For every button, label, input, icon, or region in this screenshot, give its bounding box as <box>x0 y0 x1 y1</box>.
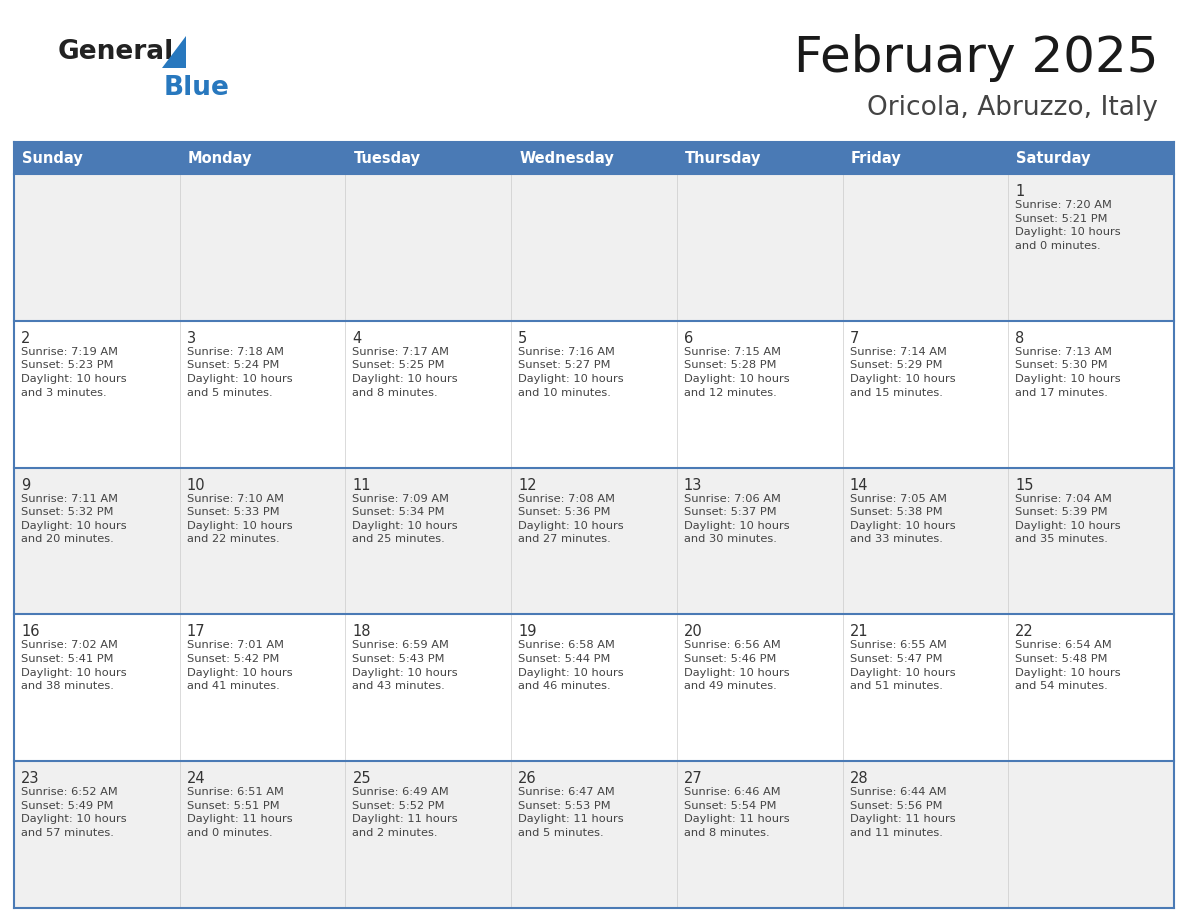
Text: Wednesday: Wednesday <box>519 151 614 165</box>
Bar <box>14 467 1174 614</box>
Text: 26: 26 <box>518 771 537 786</box>
Text: Sunrise: 7:10 AM
Sunset: 5:33 PM
Daylight: 10 hours
and 22 minutes.: Sunrise: 7:10 AM Sunset: 5:33 PM Dayligh… <box>187 494 292 544</box>
Bar <box>14 761 1174 908</box>
Text: Sunrise: 7:14 AM
Sunset: 5:29 PM
Daylight: 10 hours
and 15 minutes.: Sunrise: 7:14 AM Sunset: 5:29 PM Dayligh… <box>849 347 955 397</box>
Text: Sunrise: 7:19 AM
Sunset: 5:23 PM
Daylight: 10 hours
and 3 minutes.: Sunrise: 7:19 AM Sunset: 5:23 PM Dayligh… <box>21 347 127 397</box>
Polygon shape <box>162 36 187 68</box>
Text: 22: 22 <box>1016 624 1034 640</box>
Text: Sunrise: 7:06 AM
Sunset: 5:37 PM
Daylight: 10 hours
and 30 minutes.: Sunrise: 7:06 AM Sunset: 5:37 PM Dayligh… <box>684 494 790 544</box>
Text: Sunrise: 6:59 AM
Sunset: 5:43 PM
Daylight: 10 hours
and 43 minutes.: Sunrise: 6:59 AM Sunset: 5:43 PM Dayligh… <box>353 641 459 691</box>
Text: Sunrise: 6:58 AM
Sunset: 5:44 PM
Daylight: 10 hours
and 46 minutes.: Sunrise: 6:58 AM Sunset: 5:44 PM Dayligh… <box>518 641 624 691</box>
Bar <box>179 142 346 174</box>
Text: General: General <box>58 39 175 65</box>
Text: Sunrise: 7:17 AM
Sunset: 5:25 PM
Daylight: 10 hours
and 8 minutes.: Sunrise: 7:17 AM Sunset: 5:25 PM Dayligh… <box>353 347 459 397</box>
Bar <box>346 142 511 174</box>
Text: 16: 16 <box>21 624 39 640</box>
Text: Sunrise: 7:16 AM
Sunset: 5:27 PM
Daylight: 10 hours
and 10 minutes.: Sunrise: 7:16 AM Sunset: 5:27 PM Dayligh… <box>518 347 624 397</box>
Text: 8: 8 <box>1016 330 1024 346</box>
Bar <box>14 614 1174 761</box>
Text: 4: 4 <box>353 330 361 346</box>
Text: 6: 6 <box>684 330 693 346</box>
Text: 18: 18 <box>353 624 371 640</box>
Text: Monday: Monday <box>188 151 252 165</box>
Text: 7: 7 <box>849 330 859 346</box>
Bar <box>14 174 1174 320</box>
Text: 21: 21 <box>849 624 868 640</box>
Text: Sunrise: 7:13 AM
Sunset: 5:30 PM
Daylight: 10 hours
and 17 minutes.: Sunrise: 7:13 AM Sunset: 5:30 PM Dayligh… <box>1016 347 1121 397</box>
Text: Sunrise: 6:52 AM
Sunset: 5:49 PM
Daylight: 10 hours
and 57 minutes.: Sunrise: 6:52 AM Sunset: 5:49 PM Dayligh… <box>21 788 127 838</box>
Bar <box>511 142 677 174</box>
Text: Sunrise: 6:56 AM
Sunset: 5:46 PM
Daylight: 10 hours
and 49 minutes.: Sunrise: 6:56 AM Sunset: 5:46 PM Dayligh… <box>684 641 790 691</box>
Text: 17: 17 <box>187 624 206 640</box>
Bar <box>677 142 842 174</box>
Text: Saturday: Saturday <box>1016 151 1091 165</box>
Text: 28: 28 <box>849 771 868 786</box>
Text: Sunrise: 7:01 AM
Sunset: 5:42 PM
Daylight: 10 hours
and 41 minutes.: Sunrise: 7:01 AM Sunset: 5:42 PM Dayligh… <box>187 641 292 691</box>
Text: 9: 9 <box>21 477 30 493</box>
Text: Sunrise: 6:54 AM
Sunset: 5:48 PM
Daylight: 10 hours
and 54 minutes.: Sunrise: 6:54 AM Sunset: 5:48 PM Dayligh… <box>1016 641 1121 691</box>
Bar <box>14 142 179 174</box>
Text: Sunrise: 6:49 AM
Sunset: 5:52 PM
Daylight: 11 hours
and 2 minutes.: Sunrise: 6:49 AM Sunset: 5:52 PM Dayligh… <box>353 788 459 838</box>
Text: Sunrise: 6:47 AM
Sunset: 5:53 PM
Daylight: 11 hours
and 5 minutes.: Sunrise: 6:47 AM Sunset: 5:53 PM Dayligh… <box>518 788 624 838</box>
Text: Sunrise: 7:02 AM
Sunset: 5:41 PM
Daylight: 10 hours
and 38 minutes.: Sunrise: 7:02 AM Sunset: 5:41 PM Dayligh… <box>21 641 127 691</box>
Text: Sunrise: 7:08 AM
Sunset: 5:36 PM
Daylight: 10 hours
and 27 minutes.: Sunrise: 7:08 AM Sunset: 5:36 PM Dayligh… <box>518 494 624 544</box>
Text: 25: 25 <box>353 771 371 786</box>
Text: Sunday: Sunday <box>23 151 83 165</box>
Text: 20: 20 <box>684 624 702 640</box>
Text: 27: 27 <box>684 771 702 786</box>
Text: 3: 3 <box>187 330 196 346</box>
Text: Tuesday: Tuesday <box>353 151 421 165</box>
Text: Blue: Blue <box>164 75 229 101</box>
Text: Sunrise: 7:11 AM
Sunset: 5:32 PM
Daylight: 10 hours
and 20 minutes.: Sunrise: 7:11 AM Sunset: 5:32 PM Dayligh… <box>21 494 127 544</box>
Text: 15: 15 <box>1016 477 1034 493</box>
Text: 24: 24 <box>187 771 206 786</box>
Bar <box>14 320 1174 467</box>
Text: Sunrise: 7:05 AM
Sunset: 5:38 PM
Daylight: 10 hours
and 33 minutes.: Sunrise: 7:05 AM Sunset: 5:38 PM Dayligh… <box>849 494 955 544</box>
Text: Sunrise: 7:18 AM
Sunset: 5:24 PM
Daylight: 10 hours
and 5 minutes.: Sunrise: 7:18 AM Sunset: 5:24 PM Dayligh… <box>187 347 292 397</box>
Text: Oricola, Abruzzo, Italy: Oricola, Abruzzo, Italy <box>867 95 1158 121</box>
Text: Sunrise: 6:46 AM
Sunset: 5:54 PM
Daylight: 11 hours
and 8 minutes.: Sunrise: 6:46 AM Sunset: 5:54 PM Dayligh… <box>684 788 790 838</box>
Text: Sunrise: 6:44 AM
Sunset: 5:56 PM
Daylight: 11 hours
and 11 minutes.: Sunrise: 6:44 AM Sunset: 5:56 PM Dayligh… <box>849 788 955 838</box>
Bar <box>842 142 1009 174</box>
Text: Sunrise: 7:04 AM
Sunset: 5:39 PM
Daylight: 10 hours
and 35 minutes.: Sunrise: 7:04 AM Sunset: 5:39 PM Dayligh… <box>1016 494 1121 544</box>
Text: Friday: Friday <box>851 151 902 165</box>
Text: 1: 1 <box>1016 184 1024 199</box>
Text: 19: 19 <box>518 624 537 640</box>
Text: 23: 23 <box>21 771 39 786</box>
Text: Sunrise: 7:15 AM
Sunset: 5:28 PM
Daylight: 10 hours
and 12 minutes.: Sunrise: 7:15 AM Sunset: 5:28 PM Dayligh… <box>684 347 790 397</box>
Text: 14: 14 <box>849 477 868 493</box>
Text: 13: 13 <box>684 477 702 493</box>
Text: 5: 5 <box>518 330 527 346</box>
Text: Sunrise: 7:09 AM
Sunset: 5:34 PM
Daylight: 10 hours
and 25 minutes.: Sunrise: 7:09 AM Sunset: 5:34 PM Dayligh… <box>353 494 459 544</box>
Text: 2: 2 <box>21 330 31 346</box>
Text: 10: 10 <box>187 477 206 493</box>
Text: Sunrise: 6:55 AM
Sunset: 5:47 PM
Daylight: 10 hours
and 51 minutes.: Sunrise: 6:55 AM Sunset: 5:47 PM Dayligh… <box>849 641 955 691</box>
Text: Thursday: Thursday <box>684 151 762 165</box>
Text: Sunrise: 7:20 AM
Sunset: 5:21 PM
Daylight: 10 hours
and 0 minutes.: Sunrise: 7:20 AM Sunset: 5:21 PM Dayligh… <box>1016 200 1121 251</box>
Text: Sunrise: 6:51 AM
Sunset: 5:51 PM
Daylight: 11 hours
and 0 minutes.: Sunrise: 6:51 AM Sunset: 5:51 PM Dayligh… <box>187 788 292 838</box>
Text: 12: 12 <box>518 477 537 493</box>
Bar <box>1009 142 1174 174</box>
Text: February 2025: February 2025 <box>794 34 1158 82</box>
Text: 11: 11 <box>353 477 371 493</box>
